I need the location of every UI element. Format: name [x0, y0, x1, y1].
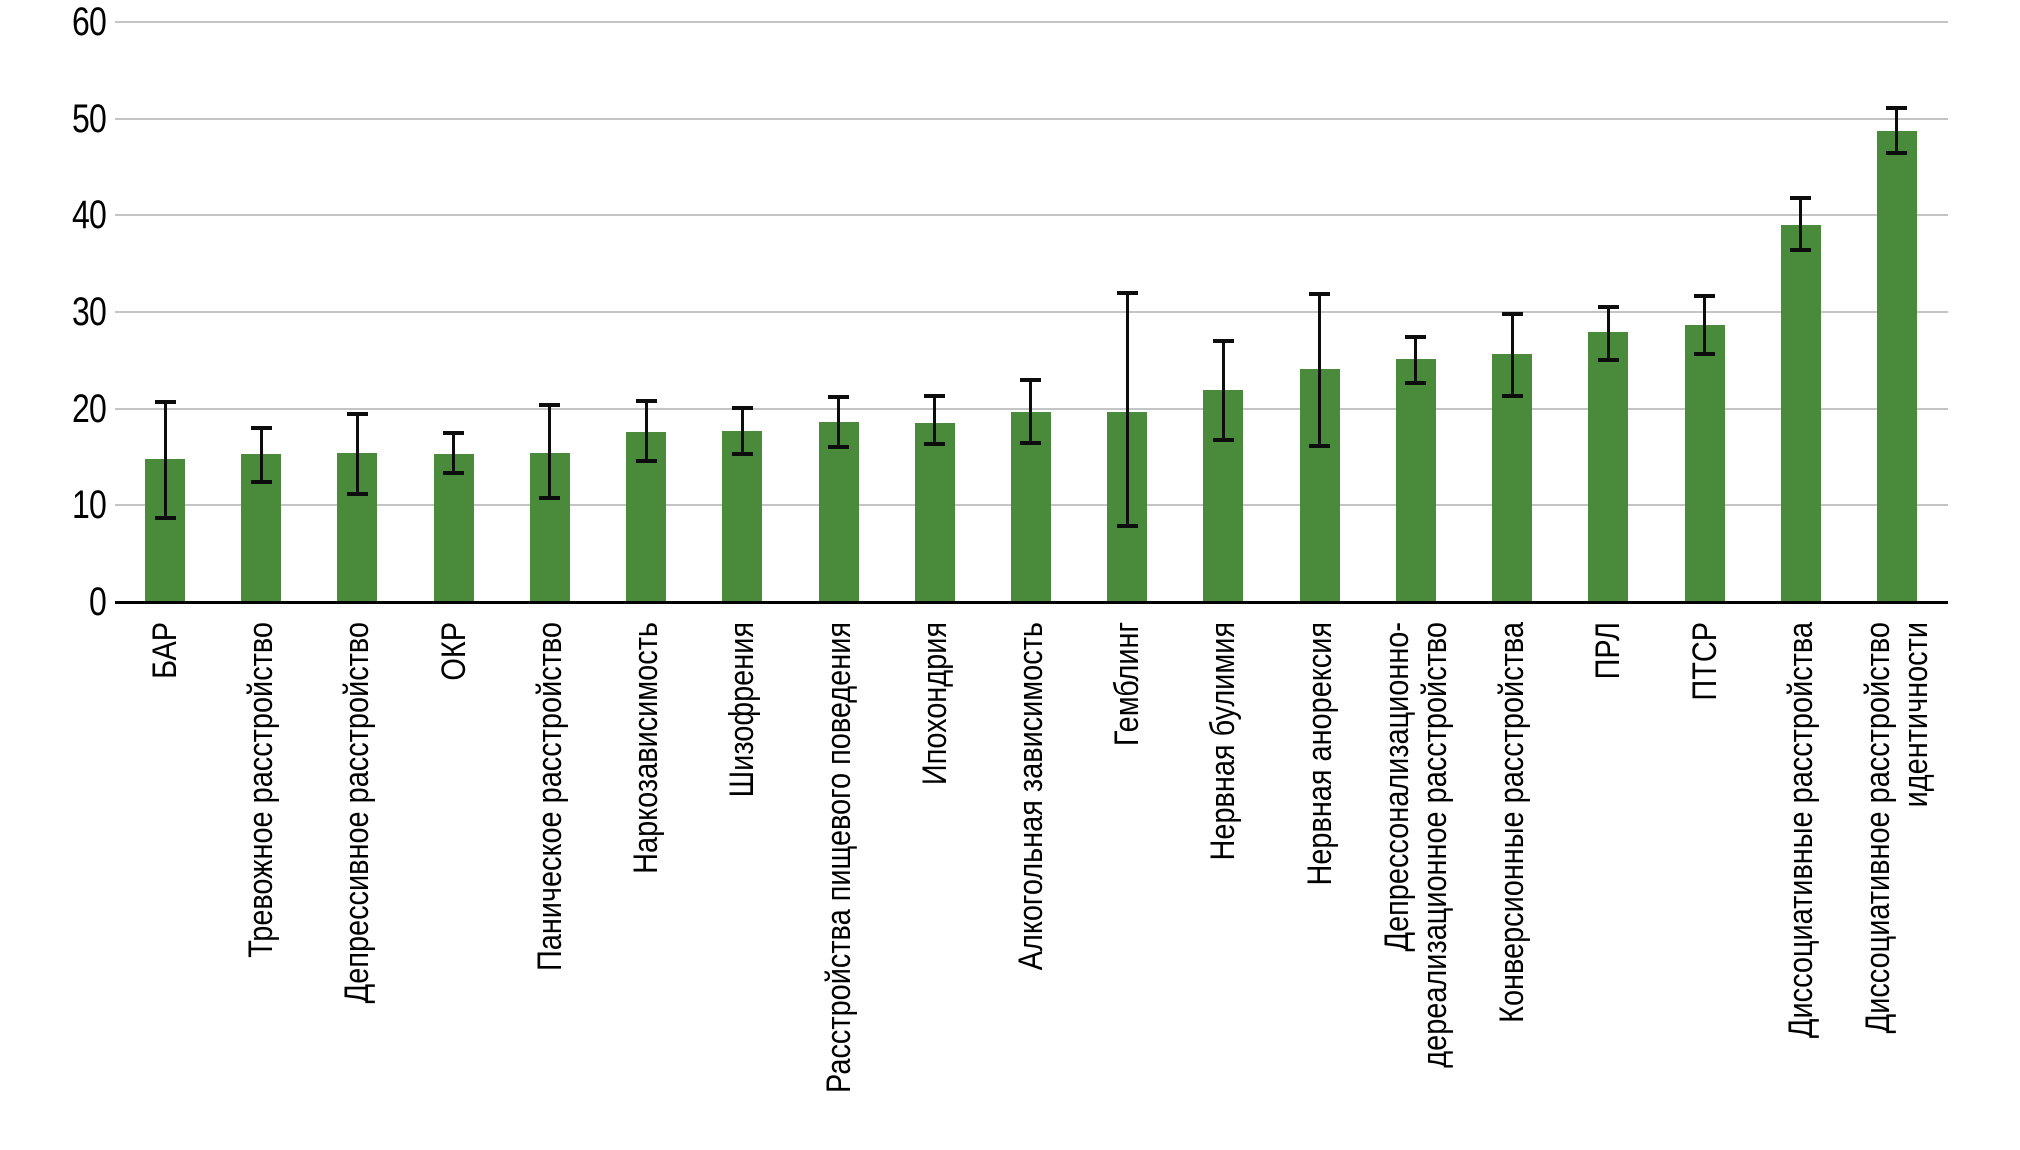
error-bar-cap-bottom: [1501, 394, 1523, 399]
error-bar-line: [1318, 293, 1322, 447]
x-tick-label: Диссоциативное расстройство идентичности: [1858, 622, 1935, 1034]
x-tick-label: Нервная анорексия: [1300, 622, 1339, 886]
bar: [818, 422, 859, 602]
y-tick-label: 10: [72, 483, 107, 528]
error-bar-cap-bottom: [1790, 248, 1812, 253]
error-bar-cap-top: [828, 395, 850, 400]
x-tick-label: Депрессивное расстройство: [338, 622, 377, 1004]
x-tick-label: ОКР: [434, 622, 473, 681]
error-bar-cap-top: [443, 430, 465, 435]
error-bar-line: [1895, 108, 1899, 154]
x-tick-label: БАР: [146, 622, 184, 679]
gridline: [115, 310, 1948, 313]
error-bar-cap-bottom: [250, 480, 272, 485]
error-bar-line: [1510, 313, 1514, 397]
x-tick-label: Депрессонализационно- дереализационное р…: [1377, 622, 1454, 1068]
error-bar-cap-bottom: [346, 491, 368, 496]
error-bar-line: [933, 396, 937, 445]
error-bar-cap-bottom: [635, 458, 657, 463]
x-tick-label: Алкогольная зависимость: [1011, 622, 1050, 971]
gridline: [115, 214, 1948, 217]
error-bar-line: [452, 432, 456, 474]
error-bar-line: [259, 427, 263, 483]
error-bar-line: [740, 407, 744, 455]
x-tick-label: Паническое расстройство: [530, 622, 569, 972]
x-tick-label: Гемблинг: [1108, 622, 1147, 747]
bar: [1588, 332, 1629, 602]
gridline: [115, 117, 1948, 120]
error-bar-cap-top: [1597, 305, 1619, 310]
x-tick-label: Наркозависимость: [627, 622, 666, 874]
error-bar-line: [1799, 197, 1803, 251]
bar: [1876, 131, 1917, 602]
error-bar-cap-bottom: [1694, 351, 1716, 356]
error-bar-cap-bottom: [1309, 444, 1331, 449]
bar: [1684, 324, 1725, 602]
error-bar-cap-bottom: [924, 442, 946, 447]
error-bar-line: [355, 414, 359, 494]
error-bar-cap-bottom: [539, 495, 561, 500]
x-tick-label: Расстройства пищевого поведения: [819, 622, 858, 1093]
error-bar-cap-bottom: [1597, 358, 1619, 363]
error-bar-cap-top: [1309, 291, 1331, 296]
error-bar-cap-bottom: [1405, 380, 1427, 385]
error-bar-cap-top: [1212, 338, 1234, 343]
error-bar-cap-bottom: [154, 515, 176, 520]
error-bar-cap-top: [1020, 377, 1042, 382]
error-bar-line: [1703, 295, 1707, 354]
bar: [433, 454, 474, 602]
bar: [1395, 359, 1436, 602]
error-bar-cap-top: [924, 394, 946, 399]
error-bar-cap-top: [635, 398, 657, 403]
error-bar-line: [1221, 340, 1225, 440]
error-bar-cap-bottom: [1886, 151, 1908, 156]
y-tick-label: 60: [72, 0, 107, 44]
x-tick-label: ПТСР: [1685, 622, 1724, 701]
y-tick-label: 40: [72, 193, 107, 238]
bar: [1780, 224, 1821, 602]
error-bar-line: [644, 400, 648, 461]
error-bar-line: [1414, 337, 1418, 383]
error-bar-line: [163, 401, 167, 518]
error-bar-cap-top: [1790, 195, 1812, 200]
error-bar-cap-top: [250, 425, 272, 430]
y-tick-label: 50: [72, 96, 107, 141]
x-tick-label: Диссоциативные расстройства: [1781, 622, 1820, 1039]
error-bar-line: [1606, 307, 1610, 361]
error-bar-line: [1125, 292, 1129, 526]
y-tick-label: 20: [72, 386, 107, 431]
error-bar-cap-top: [1116, 290, 1138, 295]
error-bar-line: [837, 397, 841, 448]
error-bar-cap-top: [731, 405, 753, 410]
x-axis-line: [115, 601, 1948, 604]
error-bar-line: [1029, 379, 1033, 444]
bar: [722, 430, 763, 602]
error-bar-cap-bottom: [828, 445, 850, 450]
error-bar-cap-bottom: [1116, 523, 1138, 528]
error-bar-cap-top: [539, 402, 561, 407]
x-tick-label: Тревожное расстройство: [242, 622, 281, 958]
y-tick-label: 30: [72, 289, 107, 334]
error-bar-cap-bottom: [731, 452, 753, 457]
x-tick-label: Нервная булимия: [1204, 622, 1243, 861]
error-bar-cap-top: [346, 412, 368, 417]
error-bar-cap-bottom: [443, 471, 465, 476]
error-bar-cap-top: [1405, 335, 1427, 340]
error-bar-cap-bottom: [1020, 441, 1042, 446]
x-tick-label: Ипохондрия: [915, 622, 954, 786]
error-bar-cap-bottom: [1212, 437, 1234, 442]
y-tick-label: 0: [89, 580, 107, 624]
x-tick-label: Конверсионные расстройства: [1493, 622, 1532, 1023]
error-bar-line: [548, 404, 552, 498]
error-bar-cap-top: [1886, 106, 1908, 111]
bar: [914, 423, 955, 602]
error-bar-cap-top: [154, 399, 176, 404]
gridline: [115, 20, 1948, 23]
x-tick-label: ПРЛ: [1589, 622, 1628, 680]
x-tick-label: Шизофрения: [723, 622, 762, 798]
error-bar-cap-top: [1501, 311, 1523, 316]
error-bar-cap-top: [1694, 293, 1716, 298]
